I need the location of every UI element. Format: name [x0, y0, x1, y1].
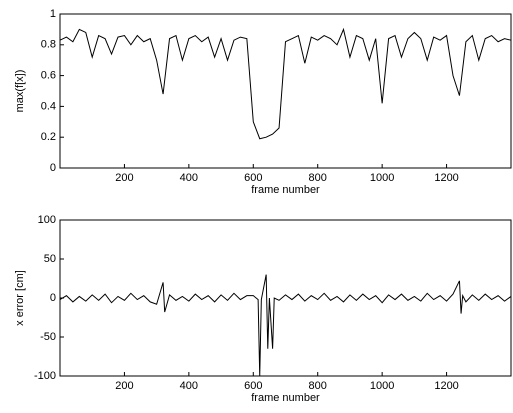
y-axis-label: x error [cm] — [14, 270, 26, 326]
axes-frame — [59, 13, 512, 169]
x-tick-label: 200 — [115, 380, 133, 392]
x-tick-label: 600 — [244, 380, 262, 392]
data-line — [59, 274, 512, 377]
x-axis-label: frame number — [251, 392, 320, 404]
y-axis-label: max(f[x]) — [14, 70, 26, 113]
y-tick-label: 0 — [50, 162, 56, 174]
y-tick-label: 0.2 — [41, 131, 56, 143]
x-tick-label: 800 — [309, 380, 327, 392]
y-tick-label: 0.8 — [41, 39, 56, 51]
x-tick-label: 1000 — [370, 172, 394, 184]
x-tick-label: 800 — [309, 172, 327, 184]
y-tick-label: 0.6 — [41, 70, 56, 82]
y-tick-label: 50 — [44, 253, 56, 265]
x-axis-label: frame number — [251, 184, 320, 196]
y-tick-label: 1 — [50, 8, 56, 20]
y-tick-label: 100 — [38, 214, 56, 226]
data-line — [59, 27, 512, 140]
x-tick-label: 400 — [180, 172, 198, 184]
x-tick-label: 200 — [115, 172, 133, 184]
x-tick-label: 1200 — [434, 172, 458, 184]
y-tick-label: 0.4 — [41, 100, 56, 112]
x-tick-label: 600 — [244, 172, 262, 184]
x-tick-label: 1200 — [434, 380, 458, 392]
y-tick-label: -50 — [40, 331, 56, 343]
x-tick-label: 1000 — [370, 380, 394, 392]
y-tick-label: -100 — [34, 370, 56, 382]
x-tick-label: 400 — [180, 380, 198, 392]
y-tick-label: 0 — [50, 292, 56, 304]
